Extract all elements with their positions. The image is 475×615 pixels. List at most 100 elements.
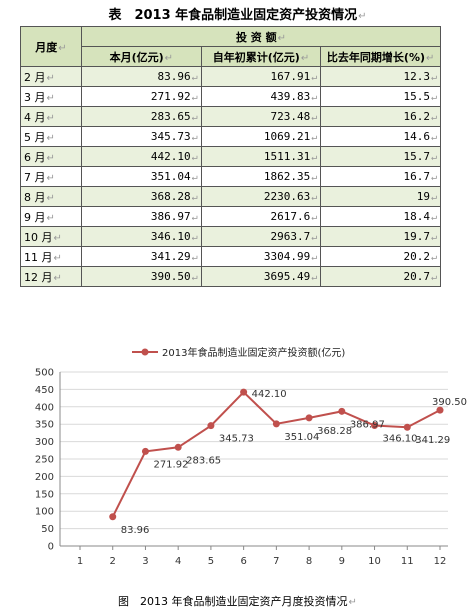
y-tick-label: 100 <box>35 507 54 518</box>
month-cell: 7 月↵ <box>20 166 82 187</box>
data-point <box>174 443 182 451</box>
data-label: 368.28 <box>317 426 352 437</box>
table-row: 2 月↵ 83.96↵ 167.91↵ 12.3↵ <box>20 66 441 87</box>
table-row: 12 月↵ 390.50↵ 3695.49↵ 20.7↵ <box>20 266 441 287</box>
cumulative-cell: 1511.31↵ <box>200 146 322 167</box>
cumulative-cell: 167.91↵ <box>200 66 322 87</box>
data-point <box>338 407 346 415</box>
table-row: 5 月↵ 345.73↵ 1069.21↵ 14.6↵ <box>20 126 441 147</box>
cumulative-cell: 439.83↵ <box>200 86 322 107</box>
data-label: 83.96 <box>121 525 150 536</box>
data-label: 386.97 <box>350 419 385 430</box>
series-line <box>111 390 441 518</box>
cumulative-cell: 3304.99↵ <box>200 246 322 267</box>
data-label: 271.92 <box>153 459 188 470</box>
cumulative-cell: 723.48↵ <box>200 106 322 127</box>
table-row: 11 月↵ 341.29↵ 3304.99↵ 20.2↵ <box>20 246 441 267</box>
month-cell: 8 月↵ <box>20 186 82 207</box>
y-tick-label: 200 <box>35 472 54 483</box>
table-row: 7 月↵ 351.04↵ 1862.35↵ 16.7↵ <box>20 166 441 187</box>
y-tick-label: 450 <box>35 385 54 396</box>
monthly-cell: 345.73↵ <box>81 126 202 147</box>
growth-cell: 15.7↵ <box>320 146 441 167</box>
data-point <box>305 414 313 422</box>
growth-cell: 18.4↵ <box>320 206 441 227</box>
x-tick-label: 4 <box>175 556 181 567</box>
data-point <box>240 388 248 396</box>
data-point <box>371 422 379 430</box>
monthly-cell: 368.28↵ <box>81 186 202 207</box>
data-point <box>272 420 280 428</box>
growth-cell: 20.2↵ <box>320 246 441 267</box>
y-tick-label: 300 <box>35 437 54 448</box>
month-cell: 4 月↵ <box>20 106 82 127</box>
cumulative-cell: 1069.21↵ <box>200 126 322 147</box>
header-month: 月度↵ <box>20 26 82 67</box>
month-cell: 9 月↵ <box>20 206 82 227</box>
table-row: 6 月↵ 442.10↵ 1511.31↵ 15.7↵ <box>20 146 441 167</box>
header-monthly: 本月(亿元)↵ <box>81 46 202 67</box>
data-label: 351.04 <box>284 432 319 443</box>
month-cell: 2 月↵ <box>20 66 82 87</box>
monthly-cell: 390.50↵ <box>81 266 202 287</box>
x-tick-label: 7 <box>273 556 279 567</box>
data-point <box>109 513 117 521</box>
data-label: 283.65 <box>186 455 221 466</box>
investment-line-chart: 2013年食品制造业固定资产投资额(亿元) 0 50 100 150 200 250 300… <box>35 346 467 567</box>
monthly-cell: 283.65↵ <box>81 106 202 127</box>
cumulative-cell: 2617.6↵ <box>200 206 322 227</box>
chart-legend: 2013年食品制造业固定资产投资额(亿元) <box>132 346 345 359</box>
growth-cell: 14.6↵ <box>320 126 441 147</box>
investment-table: 月度↵ 投 资 额↵ 本月(亿元)↵ 自年初累计(亿元)↵ 比去年同期增长(%)… <box>20 26 441 287</box>
monthly-cell: 83.96↵ <box>81 66 202 87</box>
x-tick-label: 3 <box>142 556 148 567</box>
growth-cell: 16.2↵ <box>320 106 441 127</box>
table-title: 表 2013 年食品制造业固定资产投资情况↵ <box>108 8 367 23</box>
monthly-cell: 351.04↵ <box>81 166 202 187</box>
y-tick-label: 350 <box>35 420 54 431</box>
y-tick-label: 250 <box>35 455 54 466</box>
cumulative-cell: 2963.7↵ <box>200 226 322 247</box>
data-point <box>141 447 149 455</box>
growth-cell: 19↵ <box>320 186 441 207</box>
month-cell: 12 月↵ <box>20 266 82 287</box>
month-cell: 6 月↵ <box>20 146 82 167</box>
x-tick-label: 9 <box>339 556 345 567</box>
header-cumulative: 自年初累计(亿元)↵ <box>200 46 322 67</box>
table-row: 10 月↵ 346.10↵ 2963.7↵ 19.7↵ <box>20 226 441 247</box>
data-point <box>207 422 215 430</box>
chart-axes <box>59 372 448 550</box>
cumulative-cell: 2230.63↵ <box>200 186 322 207</box>
legend-marker <box>141 348 149 356</box>
x-tick-label: 1 <box>77 556 83 567</box>
y-tick-label: 500 <box>35 368 54 379</box>
x-tick-label: 2 <box>110 556 116 567</box>
monthly-cell: 341.29↵ <box>81 246 202 267</box>
month-cell: 3 月↵ <box>20 86 82 107</box>
monthly-cell: 442.10↵ <box>81 146 202 167</box>
table-row: 8 月↵ 368.28↵ 2230.63↵ 19↵ <box>20 186 441 207</box>
x-tick-label: 8 <box>306 556 312 567</box>
cumulative-cell: 3695.49↵ <box>200 266 322 287</box>
monthly-cell: 386.97↵ <box>81 206 202 227</box>
data-label: 346.10 <box>383 434 418 445</box>
month-cell: 5 月↵ <box>20 126 82 147</box>
growth-cell: 19.7↵ <box>320 226 441 247</box>
growth-cell: 12.3↵ <box>320 66 441 87</box>
legend-label: 2013年食品制造业固定资产投资额(亿元) <box>162 346 345 359</box>
x-tick-label: 11 <box>401 556 414 567</box>
data-point <box>436 406 444 414</box>
month-cell: 10 月↵ <box>20 226 82 247</box>
data-label: 442.10 <box>252 389 287 400</box>
month-cell: 11 月↵ <box>20 246 82 267</box>
growth-cell: 16.7↵ <box>320 166 441 187</box>
x-tick-label: 5 <box>208 556 214 567</box>
data-point <box>403 423 411 431</box>
chart-caption: 图 2013 年食品制造业固定资产月度投资情况↵ <box>118 595 357 608</box>
table-row: 3 月↵ 271.92↵ 439.83↵ 15.5↵ <box>20 86 441 107</box>
table-row: 4 月↵ 283.65↵ 723.48↵ 16.2↵ <box>20 106 441 127</box>
table-row: 9 月↵ 386.97↵ 2617.6↵ 18.4↵ <box>20 206 441 227</box>
growth-cell: 15.5↵ <box>320 86 441 107</box>
data-label: 345.73 <box>219 434 254 445</box>
cumulative-cell: 1862.35↵ <box>200 166 322 187</box>
